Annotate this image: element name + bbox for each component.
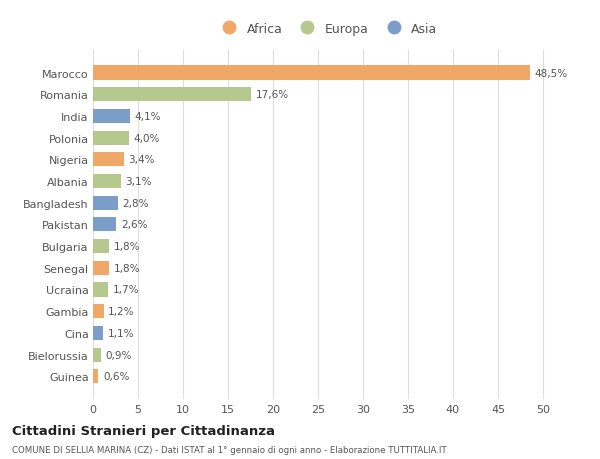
Bar bbox=[93, 348, 101, 362]
Text: 1,7%: 1,7% bbox=[113, 285, 139, 295]
Text: 4,0%: 4,0% bbox=[133, 133, 160, 143]
Text: 0,9%: 0,9% bbox=[106, 350, 132, 360]
Bar bbox=[93, 174, 121, 189]
Bar bbox=[93, 283, 108, 297]
Text: 48,5%: 48,5% bbox=[534, 68, 567, 78]
Bar bbox=[93, 326, 103, 340]
Text: 1,1%: 1,1% bbox=[107, 328, 134, 338]
Text: 2,6%: 2,6% bbox=[121, 220, 148, 230]
Text: 17,6%: 17,6% bbox=[256, 90, 289, 100]
Text: 4,1%: 4,1% bbox=[134, 112, 161, 122]
Bar bbox=[93, 196, 118, 210]
Text: 1,8%: 1,8% bbox=[114, 263, 140, 273]
Text: 1,2%: 1,2% bbox=[108, 307, 135, 317]
Text: 2,8%: 2,8% bbox=[123, 198, 149, 208]
Bar bbox=[93, 261, 109, 275]
Bar bbox=[93, 369, 98, 383]
Bar bbox=[93, 304, 104, 319]
Text: COMUNE DI SELLIA MARINA (CZ) - Dati ISTAT al 1° gennaio di ogni anno - Elaborazi: COMUNE DI SELLIA MARINA (CZ) - Dati ISTA… bbox=[12, 445, 446, 454]
Bar bbox=[93, 110, 130, 124]
Bar bbox=[93, 88, 251, 102]
Bar bbox=[93, 67, 530, 80]
Bar bbox=[93, 153, 124, 167]
Text: Cittadini Stranieri per Cittadinanza: Cittadini Stranieri per Cittadinanza bbox=[12, 425, 275, 437]
Text: 3,4%: 3,4% bbox=[128, 155, 155, 165]
Bar bbox=[93, 218, 116, 232]
Text: 0,6%: 0,6% bbox=[103, 371, 129, 381]
Legend: Africa, Europa, Asia: Africa, Europa, Asia bbox=[212, 18, 443, 41]
Text: 1,8%: 1,8% bbox=[114, 241, 140, 252]
Bar bbox=[93, 131, 129, 146]
Text: 3,1%: 3,1% bbox=[125, 177, 152, 187]
Bar bbox=[93, 240, 109, 253]
